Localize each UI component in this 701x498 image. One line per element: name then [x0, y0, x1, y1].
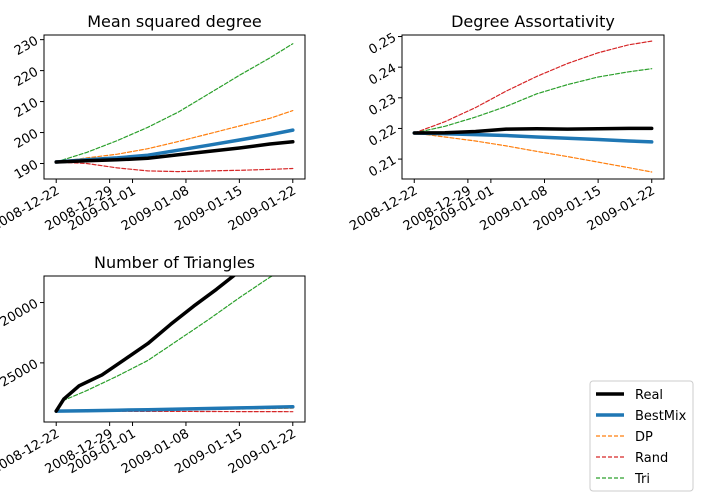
chart-1: Mean squared degree1902002102202302008-1…: [0, 12, 306, 234]
axes-frame: [401, 34, 665, 180]
y-tick-label: 210: [12, 96, 41, 121]
chart-title: Degree Assortativity: [451, 12, 615, 31]
series-line-tri: [413, 68, 653, 134]
y-tick-label: 0.21: [366, 153, 399, 180]
axes-frame: [43, 275, 306, 423]
legend-box: [589, 380, 694, 492]
series-line-tri: [55, 276, 274, 412]
y-tick-label: 0.24: [366, 61, 399, 88]
legend: Real BestMix DP Rand Tri: [589, 380, 694, 492]
y-tick-label: 200: [12, 126, 41, 151]
y-tick-label: 0.22: [366, 122, 399, 149]
legend-label: Tri: [634, 472, 650, 487]
series-line-real: [54, 140, 295, 164]
series-line-dp: [55, 109, 294, 163]
y-tick-label: 0.23: [366, 92, 399, 119]
series-line-real: [412, 126, 654, 135]
chart-title: Mean squared degree: [87, 12, 262, 31]
y-tick-label: 190: [12, 157, 41, 182]
y-tick-label: 0.25: [366, 30, 399, 57]
chart-2: Degree Assortativity 0.21 0.22 0.23 0.24 0.25…: [347, 12, 665, 234]
series-line-rand: [55, 161, 294, 173]
series-line-tri: [55, 43, 294, 163]
chart-3: Number of Triangles25000200002008-12-222…: [0, 253, 306, 477]
y-tick-label: 220: [12, 65, 41, 90]
y-tick-label: 25000: [0, 357, 41, 391]
legend-label: DP: [635, 430, 653, 445]
chart-title: Number of Triangles: [94, 253, 255, 272]
axes-frame: [43, 34, 306, 180]
series-line-rand: [413, 40, 653, 134]
y-tick-label: 20000: [0, 296, 41, 330]
legend-label: Rand: [635, 451, 668, 466]
legend-label: BestMix: [635, 409, 687, 424]
legend-label: Real: [635, 388, 663, 403]
series-line-dp: [413, 132, 653, 173]
series-line-real: [54, 276, 237, 413]
series-line-bestmix: [54, 405, 295, 413]
y-tick-label: 230: [12, 34, 41, 59]
series-line-rand: [55, 410, 294, 413]
